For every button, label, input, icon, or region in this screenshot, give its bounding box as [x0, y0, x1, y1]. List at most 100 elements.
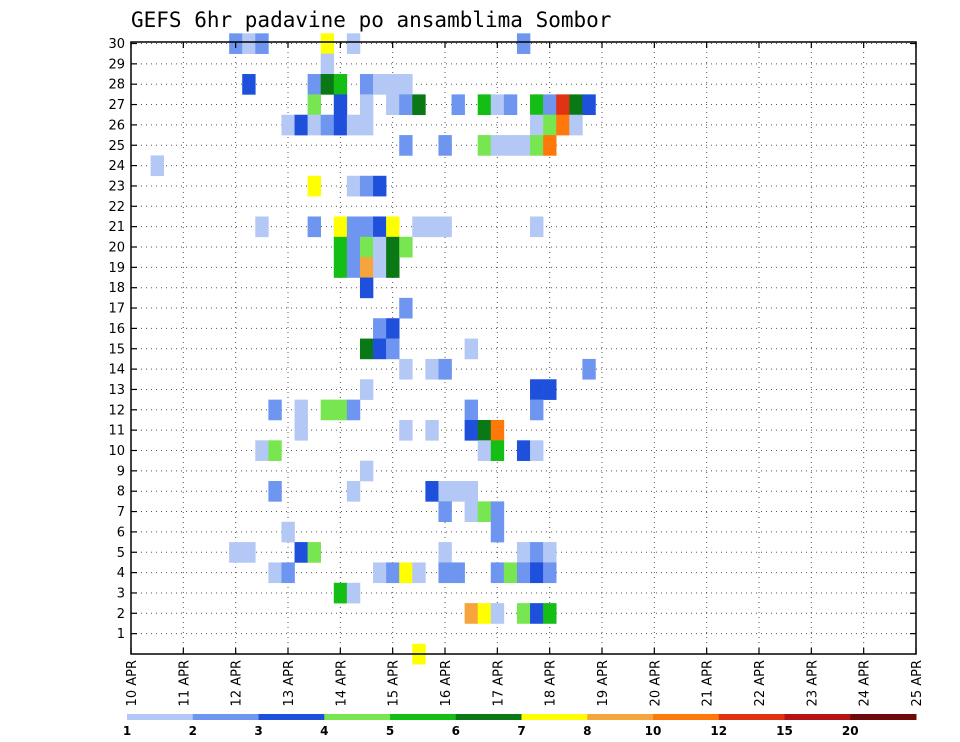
precip-cell: [516, 542, 531, 563]
x-tick-label: 13 APR: [282, 660, 297, 706]
y-tick-label: 7: [117, 505, 125, 520]
precip-cell: [530, 603, 544, 624]
precip-cell: [425, 481, 439, 502]
x-tick-label: 22 APR: [753, 660, 768, 706]
legend-label: 2: [189, 724, 197, 738]
precip-cell: [373, 216, 387, 238]
precip-cell: [503, 94, 518, 116]
precip-cell: [399, 135, 413, 156]
y-tick-label: 6: [117, 525, 125, 540]
precip-cell: [346, 236, 361, 258]
precip-cell: [268, 440, 282, 461]
precip-cell: [281, 114, 295, 136]
precip-cell: [399, 297, 413, 319]
precip-cell: [281, 562, 295, 584]
legend-label: 1: [123, 724, 131, 738]
precip-cell: [530, 440, 544, 461]
precip-cell: [477, 135, 492, 156]
precip-cell: [373, 74, 387, 95]
chart-title: GEFS 6hr padavine po ansamblima Sombor: [131, 8, 611, 32]
legend-swatch: [718, 714, 785, 720]
x-axis: 10 APR 11 APR 12 APR 13 APR 14 APR 15 APR 16 A…: [125, 42, 925, 706]
precip-cell: [530, 542, 544, 563]
precip-cell: [464, 501, 479, 523]
precip-cell: [490, 562, 505, 584]
precip-cell: [346, 33, 361, 54]
legend-label: 20: [842, 724, 859, 738]
precip-cell: [477, 419, 492, 441]
precip-cell: [242, 74, 256, 95]
precip-cell: [543, 94, 557, 116]
precip-cell: [359, 338, 374, 360]
y-tick-label: 22: [108, 200, 125, 215]
x-tick-label: 11 APR: [177, 660, 192, 706]
precip-cell: [386, 94, 400, 116]
precip-cell: [346, 114, 361, 136]
legend-label: 4: [320, 724, 328, 738]
precip-cell: [569, 114, 583, 136]
precip-cell: [386, 236, 400, 258]
y-tick-label: 9: [117, 464, 125, 479]
y-tick-label: 4: [117, 566, 125, 581]
precip-cell: [399, 562, 413, 584]
precip-cell: [399, 419, 413, 441]
legend-swatch: [127, 714, 194, 720]
legend-label: 10: [645, 724, 662, 738]
precip-cell: [242, 542, 256, 563]
precip-cell: [333, 582, 348, 604]
precip-cell: [294, 114, 308, 136]
precip-cell: [386, 318, 400, 339]
legend-label: 15: [776, 724, 793, 738]
precip-cell: [333, 114, 348, 136]
x-tick-label: 25 APR: [910, 660, 925, 706]
precip-cell: [516, 33, 531, 54]
precip-cell: [516, 135, 531, 156]
precip-cell: [490, 135, 505, 156]
x-tick-label: 17 APR: [491, 660, 506, 706]
legend-swatch: [653, 714, 720, 720]
legend-swatch: [521, 714, 588, 720]
y-tick-label: 11: [108, 424, 125, 439]
precip-cell: [255, 440, 269, 461]
precip-cell: [359, 94, 374, 116]
precip-cell: [346, 175, 361, 197]
precip-cell: [307, 175, 322, 197]
legend-swatch: [784, 714, 851, 720]
precip-cell: [346, 481, 361, 502]
precip-cell: [359, 74, 374, 95]
legend-label: 5: [386, 724, 394, 738]
precip-cell: [373, 236, 387, 258]
precip-cell: [556, 94, 570, 116]
precip-cell: [412, 562, 426, 584]
precip-cell: [320, 399, 335, 421]
precip-cell: [346, 399, 361, 421]
x-tick-label: 21 APR: [701, 660, 716, 706]
precip-cell: [438, 481, 452, 502]
precip-cell: [582, 94, 596, 116]
precip-cell: [490, 603, 505, 624]
precip-cell: [543, 542, 557, 563]
precip-cell: [359, 277, 374, 299]
precip-cell: [464, 419, 479, 441]
precip-cell: [490, 94, 505, 116]
precip-cell: [543, 135, 557, 156]
x-tick-label: 16 APR: [439, 660, 454, 706]
x-tick-label: 18 APR: [544, 660, 559, 706]
precip-cell: [386, 257, 400, 278]
precip-cell: [373, 257, 387, 278]
precip-cell: [477, 440, 492, 461]
precip-cell: [307, 74, 322, 95]
precip-cell: [294, 542, 308, 563]
plot-frame: [130, 41, 917, 655]
legend-swatch: [850, 714, 917, 720]
precip-cell: [543, 114, 557, 136]
precip-cell: [490, 501, 505, 523]
precip-cell: [373, 318, 387, 339]
precip-cell: [425, 358, 439, 380]
precip-cell: [556, 114, 570, 136]
precip-cell: [320, 114, 335, 136]
precip-cell: [464, 481, 479, 502]
precip-cell: [307, 114, 322, 136]
precip-cell: [516, 440, 531, 461]
